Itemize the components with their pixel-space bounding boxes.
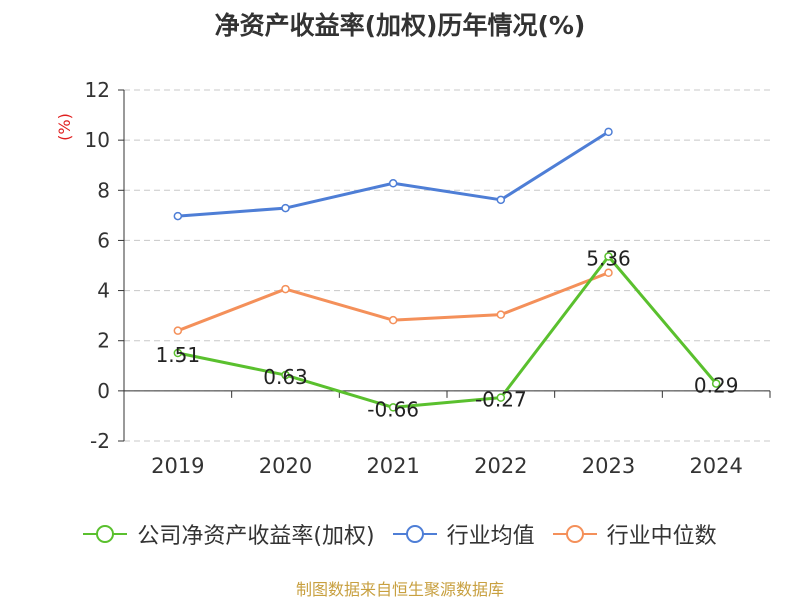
data-point [173, 326, 183, 335]
y-tick-label: 4 [97, 279, 110, 303]
data-point [281, 370, 290, 380]
legend-item-industry-mean[interactable]: 行业均值 [392, 518, 535, 550]
data-point [388, 179, 398, 188]
data-label: 1.51 [156, 343, 201, 367]
legend-marker-industry-median [552, 525, 597, 543]
data-point [388, 403, 398, 412]
data-point [281, 284, 290, 294]
x-tick-label: 2021 [366, 454, 419, 478]
y-tick-label: 0 [97, 379, 110, 403]
data-label: 0.29 [694, 374, 739, 398]
data-point [496, 310, 506, 319]
legend-marker-industry-mean [392, 525, 437, 543]
legend-label-company: 公司净资产收益率(加权) [137, 524, 375, 549]
series-line [177, 130, 610, 218]
x-tick-label: 2022 [474, 454, 527, 478]
x-tick-label: 2020 [259, 454, 312, 478]
data-point [173, 348, 183, 358]
data-point [496, 393, 506, 402]
data-point [604, 252, 613, 261]
data-point [173, 211, 183, 221]
x-tick-label: 2024 [689, 454, 742, 478]
data-point [604, 268, 613, 278]
y-tick-label: 6 [97, 228, 110, 252]
legend: 公司净资产收益率(加权) 行业均值 行业中位数 [0, 518, 800, 550]
data-point [388, 315, 398, 325]
y-axis-label: (%) [55, 113, 74, 141]
legend-item-company[interactable]: 公司净资产收益率(加权) [83, 518, 375, 550]
y-tick-label: 12 [85, 78, 110, 102]
x-tick-label: 2019 [151, 454, 204, 478]
legend-label-industry-median: 行业中位数 [606, 524, 717, 549]
data-point [281, 203, 290, 213]
data-source-note: 制图数据来自恒生聚源数据库 [295, 580, 504, 599]
legend-item-industry-median[interactable]: 行业中位数 [552, 518, 717, 550]
data-point [604, 127, 613, 137]
data-point [496, 195, 506, 205]
y-tick-label: 10 [85, 128, 110, 152]
y-tick-label: 8 [97, 178, 110, 202]
data-label: 0.63 [263, 365, 308, 389]
x-tick-label: 2023 [582, 454, 635, 478]
chart-title: 净资产收益率(加权)历年情况(%) [214, 11, 586, 40]
legend-marker-company [83, 525, 128, 543]
series-line [177, 254, 718, 409]
data-point [711, 379, 721, 388]
data-label: -0.27 [475, 388, 527, 412]
data-label: 5.36 [586, 246, 631, 270]
legend-label-industry-mean: 行业均值 [446, 524, 535, 549]
y-tick-label: 2 [97, 329, 110, 353]
y-tick-label: -2 [90, 429, 110, 453]
data-label: -0.66 [367, 397, 419, 421]
